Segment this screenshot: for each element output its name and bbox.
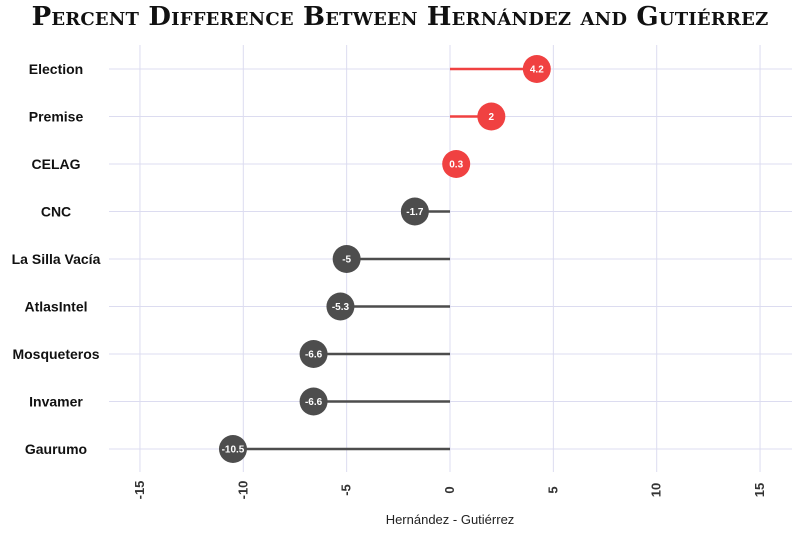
lollipop-dot [299, 387, 328, 416]
category-label: CNC [41, 204, 71, 220]
lollipop-dot [299, 340, 328, 368]
lollipop-dot [522, 55, 551, 83]
lollipop-dot [326, 292, 355, 321]
chart-title: Percent Difference Between Hernández and… [31, 2, 769, 32]
category-label: CELAG [32, 156, 81, 172]
value-label: -5 [342, 255, 351, 266]
lollipop-dot [477, 102, 506, 131]
x-axis-title: Hernández - Gutiérrez [386, 512, 515, 527]
category-label: La Silla Vacía [12, 251, 101, 267]
grid-layer [109, 45, 792, 472]
x-tick-label: -15 [132, 481, 147, 500]
x-tick-label: 15 [752, 483, 767, 497]
x-tick-label: 10 [649, 483, 664, 497]
category-label: Election [29, 61, 83, 77]
lollipop-dot [442, 150, 471, 178]
x-tick-label: 5 [545, 486, 560, 493]
label-layer: -15 -10 -5 0 5 10 15 4.2 Election 2 Premise 0.3 CELA… [12, 61, 767, 499]
value-label: -10.5 [222, 445, 245, 456]
value-label: -6.6 [305, 350, 323, 361]
lollipop-dot [400, 197, 429, 226]
category-label: Premise [29, 109, 84, 125]
category-label: Invamer [29, 394, 83, 410]
value-label: -1.7 [406, 207, 424, 218]
category-label: AtlasIntel [24, 299, 87, 315]
category-label: Gaurumo [25, 441, 87, 457]
x-tick-label: 0 [442, 486, 457, 493]
value-label: 0.3 [449, 160, 463, 171]
value-label: 4.2 [530, 65, 544, 76]
value-label: -5.3 [332, 302, 350, 313]
category-label: Mosqueteros [12, 346, 99, 362]
lollipop-dot [332, 245, 361, 273]
lollipop-dot [218, 435, 247, 463]
value-label: -6.6 [305, 397, 323, 408]
x-tick-label: -5 [339, 484, 354, 496]
dot-layer [218, 55, 551, 463]
value-label: 2 [489, 112, 495, 123]
x-tick-label: -10 [235, 481, 250, 500]
